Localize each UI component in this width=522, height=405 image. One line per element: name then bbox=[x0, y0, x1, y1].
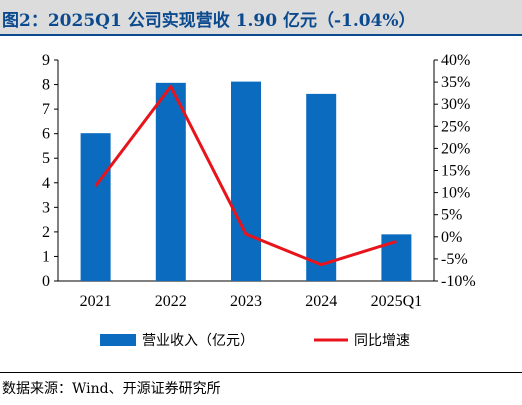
left-tick-label: 4 bbox=[42, 175, 50, 192]
legend-bar-swatch bbox=[100, 334, 136, 346]
right-tick-label: -5% bbox=[441, 251, 468, 268]
title-bar bbox=[0, 0, 522, 34]
title-divider bbox=[0, 34, 522, 36]
legend-line-label: 同比增速 bbox=[354, 333, 410, 349]
left-tick-label: 0 bbox=[42, 273, 50, 290]
right-tick-label: -10% bbox=[441, 273, 476, 290]
source-divider bbox=[0, 372, 522, 373]
x-tick-label: 2021 bbox=[80, 293, 112, 310]
left-tick-label: 5 bbox=[42, 150, 50, 167]
source-note: 数据来源：Wind、开源证券研究所 bbox=[2, 381, 221, 397]
left-tick-label: 2 bbox=[42, 224, 50, 241]
left-tick-label: 8 bbox=[42, 77, 50, 94]
revenue-bar-2024 bbox=[306, 93, 337, 282]
x-tick-label: 2022 bbox=[155, 293, 187, 310]
right-tick-label: 30% bbox=[441, 96, 470, 113]
revenue-bar-2023 bbox=[231, 81, 261, 281]
right-tick-label: 0% bbox=[441, 229, 462, 246]
left-tick-label: 9 bbox=[42, 52, 50, 69]
right-tick-label: 15% bbox=[441, 163, 470, 180]
right-tick-label: 25% bbox=[441, 118, 470, 135]
right-tick-label: 5% bbox=[441, 207, 462, 224]
revenue-chart: 0 1 2 3 4 5 6 7 8 9 -10% -5% 0% 5% 10% 15% 20% 25% 30% 35% 4… bbox=[42, 52, 476, 349]
right-tick-label: 35% bbox=[441, 74, 470, 91]
x-tick-label: 2025Q1 bbox=[371, 293, 423, 310]
x-tick-label: 2024 bbox=[305, 293, 337, 310]
revenue-bar-2022 bbox=[155, 82, 186, 281]
figure-title: 图2：2025Q1 公司实现营收 1.90 亿元（-1.04%） bbox=[2, 11, 416, 31]
left-tick-label: 3 bbox=[42, 199, 50, 216]
left-tick-label: 7 bbox=[42, 101, 50, 118]
revenue-bar-2021 bbox=[80, 133, 111, 281]
right-tick-label: 40% bbox=[441, 52, 470, 69]
x-tick-label: 2023 bbox=[230, 293, 262, 310]
right-tick-label: 10% bbox=[441, 185, 470, 202]
legend-bar-label: 营业收入（亿元） bbox=[142, 333, 254, 349]
right-tick-label: 20% bbox=[441, 140, 470, 157]
left-tick-label: 1 bbox=[42, 248, 50, 265]
left-tick-label: 6 bbox=[42, 126, 50, 143]
